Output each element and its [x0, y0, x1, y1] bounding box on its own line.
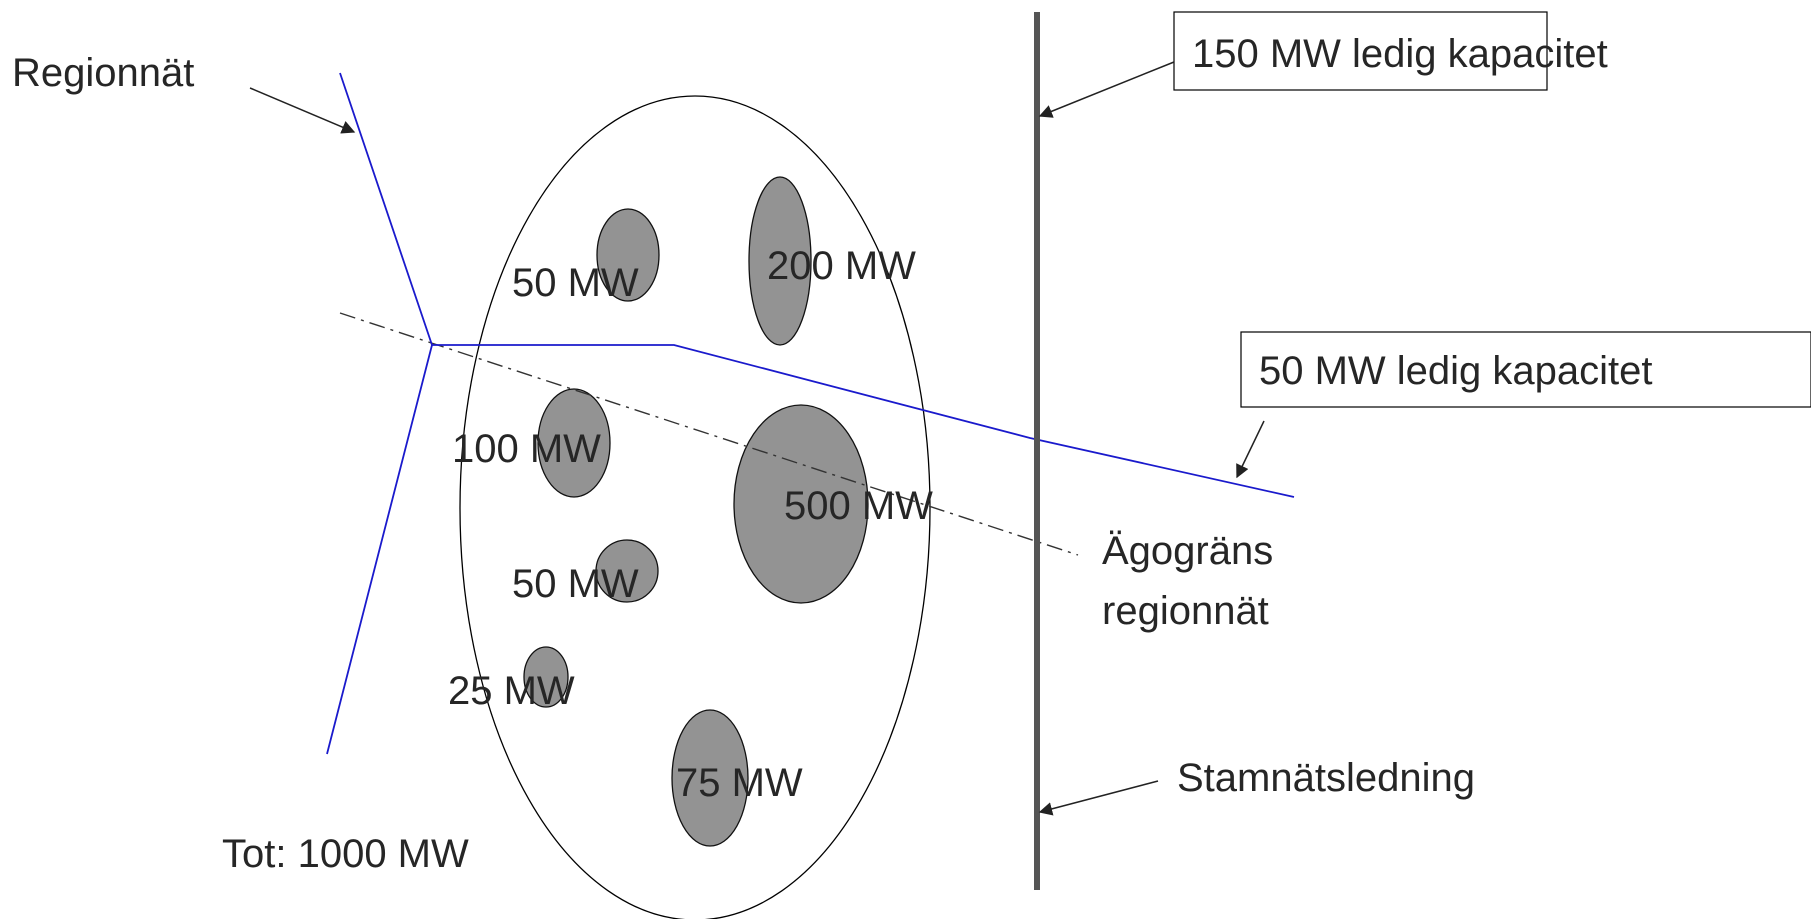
plant-50-mid-shape — [595, 539, 659, 603]
capacity-150-label: 150 MW ledig kapacitet — [1192, 32, 1608, 76]
stamnat-arrow — [1038, 780, 1159, 816]
regionnat-label: Regionnät — [12, 51, 194, 95]
plant-25-shape — [523, 646, 569, 708]
plant-75-shape — [671, 709, 749, 847]
capacity-150-box — [1173, 11, 1548, 91]
regionnat-lines — [326, 72, 1295, 755]
capacity-150-arrow — [1038, 61, 1175, 118]
capacity-50-arrow — [1236, 420, 1265, 479]
plant-50-top-label: 50 MW — [512, 261, 639, 305]
plant-50-mid-label: 50 MW — [512, 562, 639, 606]
plant-50-top-shape — [596, 208, 660, 302]
regionnat-arrow — [249, 87, 356, 134]
plant-500-label: 500 MW — [784, 484, 933, 528]
total-label: Tot: 1000 MW — [222, 832, 469, 876]
capacity-50-label: 50 MW ledig kapacitet — [1259, 349, 1653, 393]
plant-200-shape — [748, 176, 812, 346]
agogrants-label-line2: regionnät — [1102, 589, 1269, 633]
plant-25-label: 25 MW — [448, 669, 575, 713]
capacity-50-box — [1240, 331, 1811, 408]
region-ellipse — [459, 95, 931, 919]
stamnatsledning-label: Stamnätsledning — [1177, 756, 1475, 800]
plant-100-shape — [537, 388, 611, 498]
plant-500-shape — [733, 404, 869, 604]
agogrants-line — [339, 312, 1079, 556]
plant-75-label: 75 MW — [676, 761, 803, 805]
plant-100-label: 100 MW — [452, 427, 601, 471]
plant-200-label: 200 MW — [767, 244, 916, 288]
agogrants-label-line1: Ägogräns — [1102, 529, 1273, 573]
